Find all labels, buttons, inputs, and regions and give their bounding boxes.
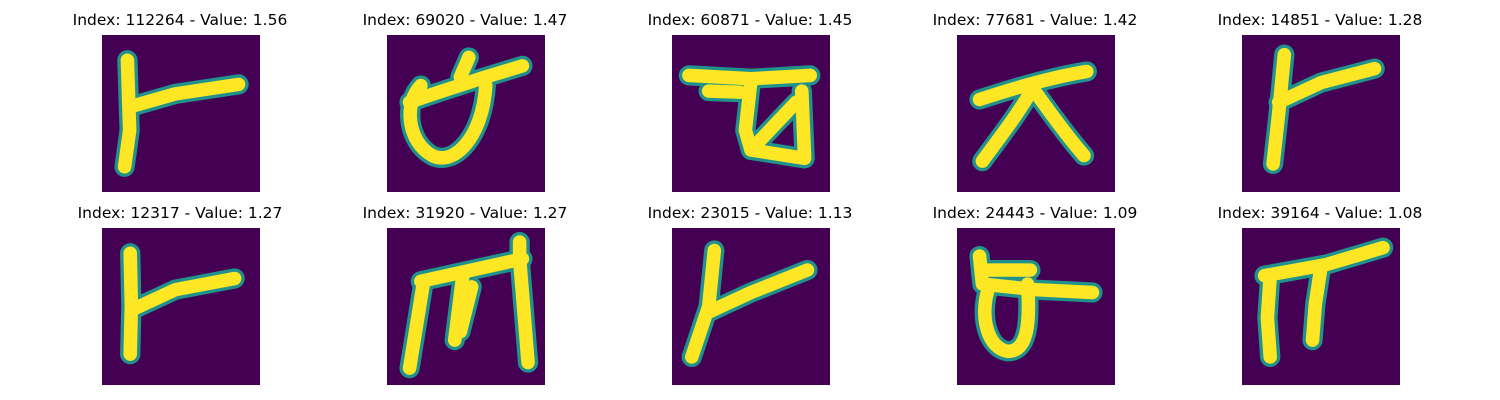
- grid-panel-5: Index: 14851 - Value: 1.28: [1170, 0, 1470, 192]
- panel-title: Index: 31920 - Value: 1.27: [362, 204, 568, 222]
- glyph-image: [102, 35, 260, 192]
- panel-title: Index: 69020 - Value: 1.47: [362, 11, 568, 29]
- grid-panel-9: Index: 24443 - Value: 1.09: [885, 193, 1185, 385]
- panel-title: Index: 39164 - Value: 1.08: [1217, 204, 1423, 222]
- panel-title: Index: 24443 - Value: 1.09: [932, 204, 1138, 222]
- grid-panel-2: Index: 69020 - Value: 1.47: [315, 0, 615, 192]
- grid-panel-3: Index: 60871 - Value: 1.45: [600, 0, 900, 192]
- glyph-image: [957, 228, 1115, 385]
- panel-title: Index: 60871 - Value: 1.45: [647, 11, 853, 29]
- grid-panel-8: Index: 23015 - Value: 1.13: [600, 193, 900, 385]
- glyph-image: [672, 35, 830, 192]
- grid-panel-10: Index: 39164 - Value: 1.08: [1170, 193, 1470, 385]
- panel-title: Index: 77681 - Value: 1.42: [932, 11, 1138, 29]
- glyph-image: [672, 228, 830, 385]
- panel-title: Index: 12317 - Value: 1.27: [77, 204, 283, 222]
- grid-panel-6: Index: 12317 - Value: 1.27: [30, 193, 330, 385]
- grid-panel-4: Index: 77681 - Value: 1.42: [885, 0, 1185, 192]
- panel-title: Index: 14851 - Value: 1.28: [1217, 11, 1423, 29]
- glyph-image: [1242, 35, 1400, 192]
- glyph-image: [387, 35, 545, 192]
- panel-title: Index: 112264 - Value: 1.56: [72, 11, 288, 29]
- glyph-image: [102, 228, 260, 385]
- grid-panel-7: Index: 31920 - Value: 1.27: [315, 193, 615, 385]
- glyph-image: [957, 35, 1115, 192]
- grid-panel-1: Index: 112264 - Value: 1.56: [30, 0, 330, 192]
- glyph-image: [1242, 228, 1400, 385]
- glyph-image: [387, 228, 545, 385]
- panel-title: Index: 23015 - Value: 1.13: [647, 204, 853, 222]
